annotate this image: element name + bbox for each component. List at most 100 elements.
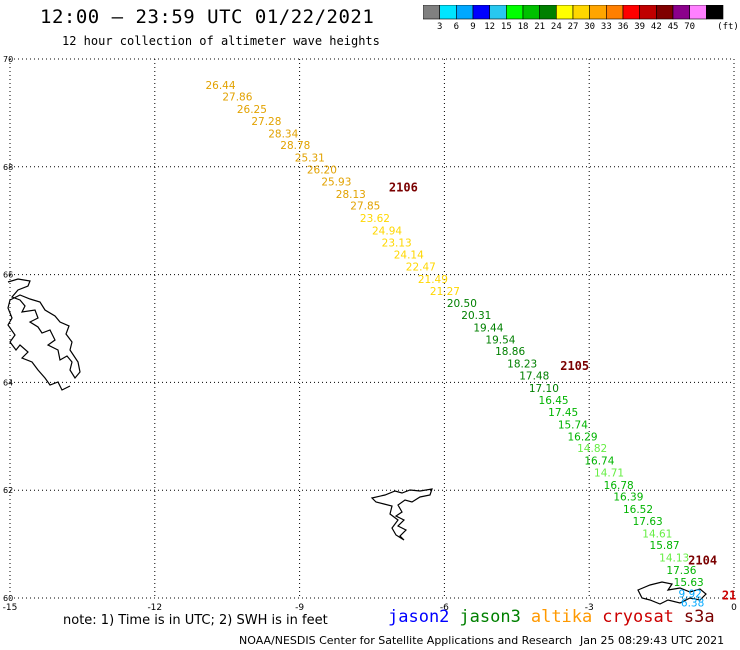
- colorbar-label: 18: [517, 22, 529, 32]
- satellite-legend: jason2 jason3 altika cryosat s3a: [388, 607, 725, 627]
- y-tick-label: 60: [3, 594, 13, 603]
- swh-value: 22.47: [406, 262, 436, 274]
- swh-value: 24.94: [372, 225, 402, 237]
- swh-value: 17.63: [633, 516, 663, 528]
- legend-entry-jason3: jason3: [459, 607, 521, 627]
- x-tick-label: -9: [295, 603, 304, 613]
- wave-height-points: 26.4427.8626.2527.2828.3428.7825.3126.20…: [205, 80, 704, 609]
- legend-entry-altika: altika: [530, 607, 593, 627]
- colorbar-label: 27: [567, 22, 579, 32]
- swh-value: 16.45: [539, 395, 569, 407]
- swh-value: 25.93: [321, 176, 351, 188]
- swh-value: 16.39: [613, 492, 643, 504]
- swh-value: 28.78: [280, 140, 310, 152]
- iceland-east-coast: [7, 278, 81, 391]
- x-tick-label: -15: [3, 603, 18, 613]
- x-tick-label: -6: [440, 603, 449, 613]
- swh-value: 28.13: [336, 189, 366, 201]
- y-tick-label: 62: [3, 486, 13, 495]
- colorbar-label: 30: [584, 22, 596, 32]
- colorbar-label: 33: [600, 22, 612, 32]
- swh-value: 25.31: [295, 153, 325, 165]
- swh-value: 17.45: [548, 407, 578, 419]
- x-tick-label: 0: [731, 603, 737, 613]
- swh-value: 15.74: [558, 419, 588, 431]
- swh-value: 20.50: [447, 298, 477, 310]
- swh-value: 16.74: [584, 456, 614, 468]
- swh-value: 27.85: [350, 201, 380, 213]
- swh-value: 15.87: [650, 540, 680, 552]
- colorbar-label: 24: [550, 22, 562, 32]
- swh-value: 16.52: [623, 504, 653, 516]
- swh-value: 27.86: [222, 92, 252, 104]
- legend-entry-cryosat: cryosat: [602, 607, 674, 627]
- swh-value: 21.27: [430, 286, 460, 298]
- coastlines: [7, 278, 707, 605]
- swh-value: 18.23: [507, 359, 537, 371]
- swh-value: 14.13: [659, 553, 689, 565]
- colorbar-labels: 3 6 9 12 15 18 21 24 27 30 33 36 39 42 45 70 (ft): [423, 22, 740, 34]
- swh-value: 27.28: [251, 116, 281, 128]
- swh-value: 17.36: [666, 565, 696, 577]
- colorbar: [423, 5, 724, 20]
- colorbar-label: 70: [684, 22, 696, 32]
- chart-subtitle: 12 hour collection of altimeter wave hei…: [62, 34, 380, 48]
- y-tick-label: 70: [3, 55, 13, 64]
- y-tick-label: 66: [3, 271, 13, 280]
- credit-text: NOAA/NESDIS Center for Satellite Applica…: [239, 634, 573, 647]
- swh-value: 26.25: [237, 104, 267, 116]
- swh-value: 16.78: [604, 480, 634, 492]
- swh-value: 9.92: [678, 589, 701, 601]
- colorbar-label: 6: [453, 22, 460, 32]
- legend-entry-s3a: s3a: [683, 607, 715, 627]
- colorbar-swatch: [706, 5, 724, 20]
- colorbar-label: 12: [484, 22, 496, 32]
- axis-tick-labels: -15 -12 -9 -6 -3 0 60 62 64 66 68 70: [3, 55, 737, 613]
- y-tick-label: 64: [3, 378, 13, 387]
- swh-value: 19.44: [473, 322, 503, 334]
- colorbar-label: 36: [617, 22, 629, 32]
- swh-value: 19.54: [485, 334, 515, 346]
- swh-value: 23.13: [382, 237, 412, 249]
- swh-value: 6.38: [681, 597, 704, 609]
- grid-lines: [9, 58, 735, 599]
- colorbar-label: 45: [667, 22, 679, 32]
- swh-value: 26.44: [205, 80, 235, 92]
- swh-value: 14.61: [642, 528, 672, 540]
- swh-value: 24.14: [394, 250, 424, 262]
- colorbar-label: 42: [650, 22, 662, 32]
- colorbar-label: 3: [436, 22, 443, 32]
- note-text: note: 1) Time is in UTC; 2) SWH is in fe…: [63, 613, 328, 628]
- swh-value: 15.63: [674, 577, 704, 589]
- swh-value: 23.62: [360, 213, 390, 225]
- swh-value: 21.49: [418, 274, 448, 286]
- y-tick-label: 68: [3, 163, 13, 172]
- colorbar-unit: (ft): [717, 22, 739, 32]
- swh-value: 16.29: [567, 431, 597, 443]
- swh-value: 26.20: [307, 164, 337, 176]
- pass-number-label: 2106: [389, 180, 418, 194]
- faroe-islands: [370, 488, 433, 541]
- colorbar-label: 15: [500, 22, 512, 32]
- pass-labels: 2106 2105 2104 21: [389, 180, 736, 602]
- x-tick-label: -12: [147, 603, 162, 613]
- swh-value: 17.10: [529, 383, 559, 395]
- swh-value: 28.34: [268, 128, 298, 140]
- shetland-islands: [637, 581, 707, 605]
- pass-number-label: 2105: [560, 359, 589, 373]
- timestamp-text: Jan 25 08:29:43 UTC 2021: [580, 634, 725, 647]
- colorbar-label: 9: [470, 22, 476, 32]
- swh-value: 14.82: [577, 443, 607, 455]
- swh-value: 18.86: [495, 346, 525, 358]
- swh-value: 20.31: [461, 310, 491, 322]
- colorbar-label: 21: [534, 22, 546, 32]
- pass-number-label: 21: [722, 588, 736, 602]
- legend-entry-jason2: jason2: [388, 607, 450, 627]
- colorbar-label: 39: [634, 22, 646, 32]
- swh-value: 17.48: [519, 370, 549, 382]
- chart-title: 12:00 – 23:59 UTC 01/22/2021: [40, 6, 375, 28]
- swh-value: 14.71: [594, 467, 624, 479]
- x-tick-label: -3: [585, 603, 594, 613]
- pass-number-label: 2104: [688, 553, 717, 567]
